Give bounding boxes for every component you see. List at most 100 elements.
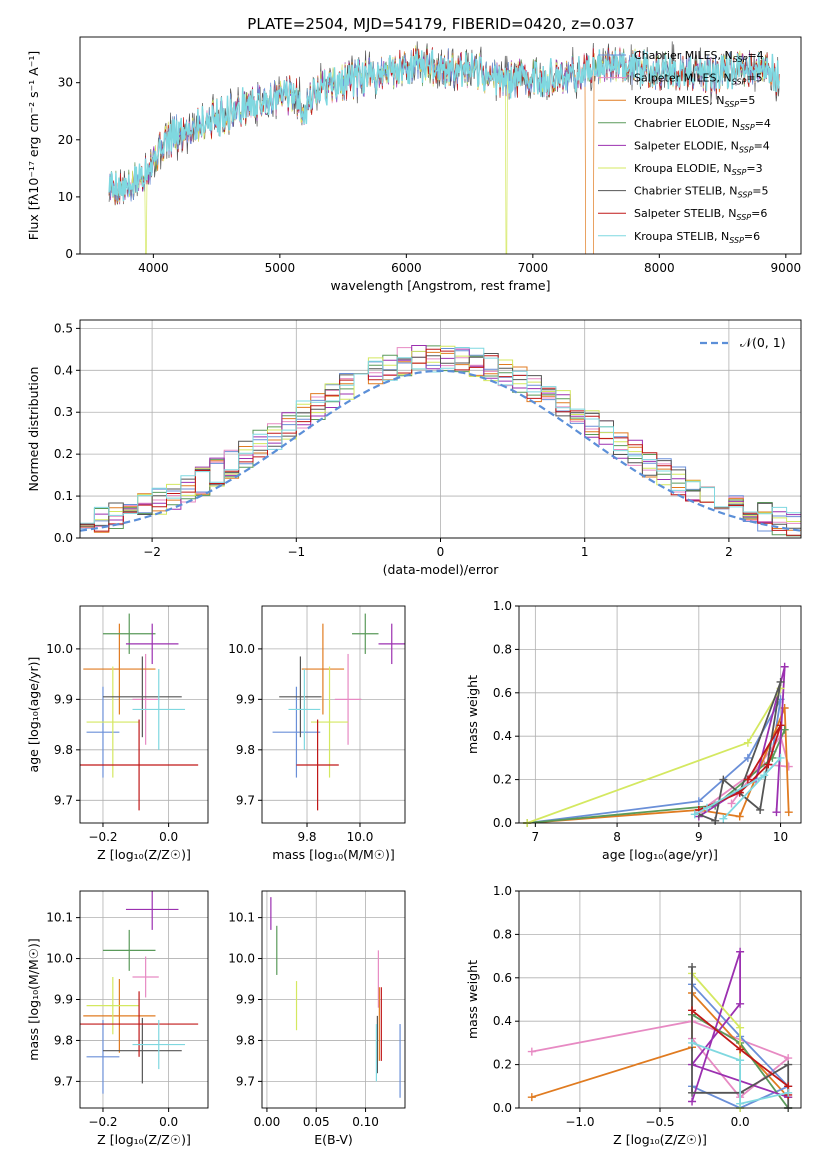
- weight-marker-salpeter_stelib: [736, 1045, 745, 1054]
- axes-frame: [518, 605, 802, 824]
- y-tick-label: 0.0: [493, 1101, 512, 1115]
- y-tick-label: 0.4: [54, 363, 73, 377]
- weight-marker-chabrier_miles: [694, 797, 703, 806]
- axes-frame: [261, 605, 406, 824]
- gaussian-curve: [79, 369, 802, 532]
- axes-frame: [79, 890, 209, 1109]
- legend-label-salpeter_stelib: Salpeter STELIB, NSSP=6: [634, 207, 767, 222]
- axes-frame: [261, 890, 406, 1109]
- y-axis-label: mass weight: [465, 675, 480, 754]
- legend-label-chabrier_stelib: Chabrier STELIB, NSSP=5: [634, 185, 768, 200]
- weight-marker-chabrier_stelib: [719, 775, 728, 784]
- weight-marker-chabrier_stelib: [711, 816, 720, 825]
- weight-marker-chabrier_stelib: [784, 1060, 793, 1069]
- spectrum-line-kroupa_stelib: [108, 49, 780, 202]
- x-tick-label: 0.05: [303, 1115, 330, 1129]
- y-tick-label: 0.2: [54, 447, 73, 461]
- weight-marker-salpeter_miles: [784, 762, 793, 771]
- z_mass-panel: −0.2 0.0 9.7 9.8 9.9 10.0 10.1 Z [log₁₀(Z/Z☉)] m…: [26, 890, 209, 1147]
- x-tick-label: 8: [613, 830, 621, 844]
- legend-label-salpeter_elodie: Salpeter ELODIE, NSSP=4: [634, 139, 770, 154]
- x-tick-label: 0.00: [254, 1115, 281, 1129]
- x-tick-label: 0: [437, 545, 445, 559]
- weight-marker-kroupa_stelib: [784, 1088, 793, 1097]
- axes-frame: [79, 36, 802, 255]
- y-tick-label: 9.9: [54, 692, 73, 706]
- y-tick-label: 9.9: [236, 993, 255, 1007]
- weight-marker-salpeter_elodie: [736, 999, 745, 1008]
- legend-label-salpeter_miles: Salpeter MILES, NSSP=5: [634, 72, 763, 87]
- weight-line-kroupa_elodie: [526, 688, 782, 823]
- y-tick-label: 10.1: [46, 911, 73, 925]
- x-tick-label: 9.8: [297, 830, 316, 844]
- y-tick-label: 1.0: [493, 884, 512, 898]
- x-axis-label: wavelength [Angstrom, rest frame]: [330, 278, 550, 293]
- x-tick-label: 10: [773, 830, 788, 844]
- y-axis-label: Normed distribution: [26, 367, 41, 492]
- x-tick-label: −0.5: [645, 1115, 674, 1129]
- weight-marker-chabrier_stelib: [776, 677, 785, 686]
- y-tick-label: 9.9: [54, 993, 73, 1007]
- x-tick-label: 8000: [644, 261, 675, 275]
- y-tick-label: 0.0: [54, 531, 73, 545]
- x-axis-label: E(B-V): [314, 1132, 353, 1147]
- weight-marker-kroupa_stelib: [776, 753, 785, 762]
- x-tick-label: 1: [581, 545, 589, 559]
- y-tick-label: 10.0: [228, 642, 255, 656]
- x-tick-label: 10.0: [347, 830, 374, 844]
- weight-marker-salpeter_elodie: [780, 662, 789, 671]
- weight-line-chabrier_miles: [527, 698, 782, 823]
- weight-marker-chabrier_stelib: [688, 962, 697, 971]
- y-tick-label: 0.2: [493, 773, 512, 787]
- y-tick-label: 9.8: [236, 743, 255, 757]
- weight-marker-salpeter_elodie: [772, 808, 781, 817]
- y-tick-label: 10.0: [228, 952, 255, 966]
- x-tick-label: 5000: [265, 261, 296, 275]
- x-tick-label: 2: [725, 545, 733, 559]
- y-tick-label: 0.8: [493, 642, 512, 656]
- weight-marker-salpeter_miles: [527, 1047, 536, 1056]
- weight-line-chabrier_stelib: [698, 681, 782, 823]
- y-tick-label: 0.6: [493, 686, 512, 700]
- ebv_mass-panel: 0.00 0.05 0.10 9.7 9.8 9.9 10.0 10.1 E(B-V): [228, 890, 406, 1147]
- x-tick-label: 9: [695, 830, 703, 844]
- y-tick-label: 9.7: [54, 1074, 73, 1088]
- x-tick-label: 0.0: [731, 1115, 750, 1129]
- y-tick-label: 0.4: [493, 1014, 512, 1028]
- legend-label-chabrier_miles: Chabrier MILES, NSSP=4: [634, 49, 764, 64]
- weight-marker-chabrier_stelib: [756, 805, 765, 814]
- weight-marker-kroupa_elodie: [736, 1023, 745, 1032]
- y-tick-label: 0: [65, 247, 73, 261]
- x-axis-label: Z [log₁₀(Z/Z☉)]: [97, 1132, 191, 1147]
- y-tick-label: 0.4: [493, 729, 512, 743]
- spectrum-panel: 4000 5000 6000 7000 8000 9000 0 10 20 30 wavelengt…: [26, 36, 802, 293]
- y-tick-label: 0.8: [493, 927, 512, 941]
- x-tick-label: 6000: [391, 261, 422, 275]
- weight-marker-kroupa_stelib: [736, 1099, 745, 1108]
- weight-marker-chabrier_stelib: [688, 1088, 697, 1097]
- y-tick-label: 9.8: [236, 1033, 255, 1047]
- y-axis-label: age [log₁₀(age/yr)]: [26, 657, 41, 773]
- weight-line-kroupa_stelib: [691, 1042, 789, 1105]
- y-tick-label: 0.2: [493, 1058, 512, 1072]
- weight-marker-salpeter_elodie: [736, 947, 745, 956]
- x-axis-label: mass [log₁₀(M/M☉)]: [272, 847, 394, 862]
- histogram-kroupa_stelib: [80, 347, 801, 524]
- plot-layer: 4000 5000 6000 7000 8000 90000102030wavelengt…: [26, 36, 802, 1147]
- y-tick-label: 0.1: [54, 489, 73, 503]
- y-tick-label: 9.7: [236, 1074, 255, 1088]
- x-tick-label: 4000: [138, 261, 169, 275]
- weight-marker-chabrier_miles: [743, 753, 752, 762]
- weight-marker-salpeter_stelib: [743, 775, 752, 784]
- x-tick-label: 7: [532, 830, 540, 844]
- y-tick-label: 0.6: [493, 971, 512, 985]
- axes-frame: [79, 605, 209, 824]
- weight-line-salpeter_miles: [698, 734, 790, 813]
- y-tick-label: 9.7: [236, 793, 255, 807]
- mass_age-panel: 9.8 10.0 9.7 9.8 9.9 10.0 mass [log₁₀(M/M☉)]: [228, 605, 406, 862]
- age_massweight-panel: 7 8 9 10 0.0 0.2 0.4 0.6 0.8 1.0 age [log₁₀(age/yr…: [465, 599, 802, 862]
- y-tick-label: 9.7: [54, 793, 73, 807]
- x-tick-label: −1.0: [565, 1115, 594, 1129]
- histogram-kroupa_elodie: [80, 345, 801, 526]
- weight-marker-kroupa_elodie: [743, 738, 752, 747]
